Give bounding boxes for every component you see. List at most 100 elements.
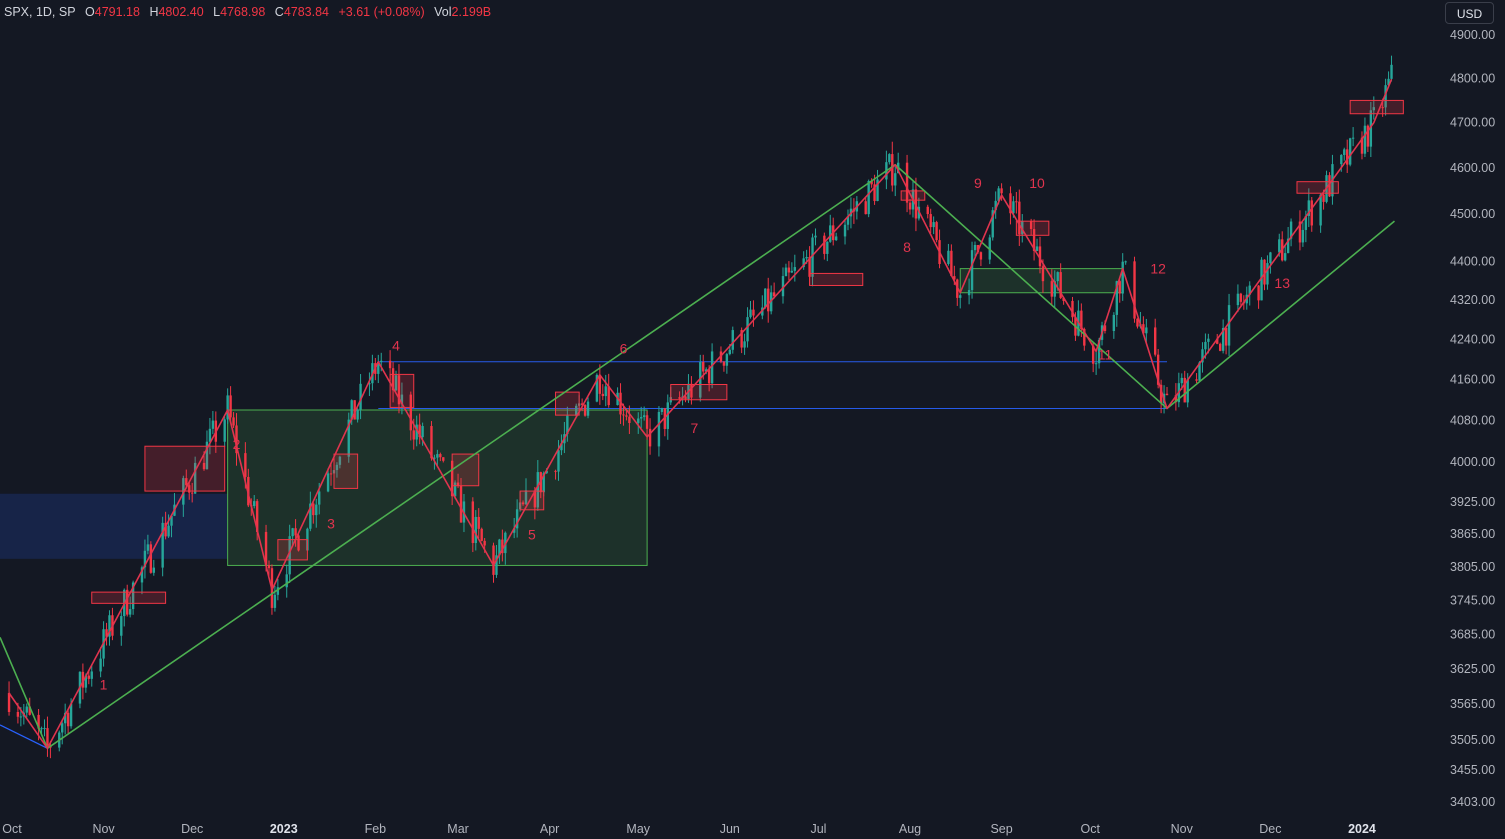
candle <box>586 397 590 419</box>
candle <box>1183 370 1186 403</box>
price-tick-label: 3925.00 <box>1450 495 1495 509</box>
candle-body <box>288 536 291 575</box>
candle <box>908 199 912 215</box>
candle-body <box>932 222 935 228</box>
candle <box>894 166 897 197</box>
candle-body <box>1012 201 1015 214</box>
candle <box>1094 351 1098 375</box>
wave-label-6: 6 <box>620 340 628 356</box>
price-tick-label: 4800.00 <box>1450 71 1495 85</box>
candle-body <box>1248 285 1251 295</box>
candle <box>1348 137 1352 167</box>
candle <box>1366 124 1370 153</box>
candle <box>126 584 129 617</box>
candle <box>1283 244 1287 262</box>
candle <box>991 207 994 241</box>
candle <box>1145 318 1148 343</box>
candle <box>480 527 483 542</box>
candle-body <box>1384 85 1387 108</box>
candle-body <box>273 594 277 608</box>
candle <box>397 364 401 414</box>
candle <box>492 542 495 583</box>
candle <box>959 293 962 309</box>
candle-body <box>1304 215 1308 230</box>
trend-line-0 <box>46 164 896 749</box>
candle <box>1201 342 1204 373</box>
candle-body <box>1142 324 1145 334</box>
candle-body <box>40 728 43 730</box>
time-tick-label: Jul <box>810 822 826 836</box>
candle-body <box>1328 175 1331 197</box>
candle-body <box>929 214 932 228</box>
candle-body <box>1050 281 1054 297</box>
candle-body <box>309 503 312 529</box>
candle-body <box>1221 327 1225 351</box>
candle-body <box>1009 193 1012 214</box>
time-tick-label: Aug <box>899 822 921 836</box>
candle-body <box>802 258 805 268</box>
candle-body <box>483 540 486 546</box>
time-tick-label: Oct <box>2 822 22 836</box>
candle-body <box>1115 281 1118 315</box>
change-value: +3.61 (+0.08%) <box>338 5 425 19</box>
time-tick-label: 2023 <box>270 822 298 836</box>
candle-body <box>190 492 194 494</box>
candle <box>99 647 102 678</box>
candle-body <box>433 457 436 459</box>
candle <box>793 254 797 282</box>
candle-body <box>521 502 525 505</box>
candle <box>453 480 457 499</box>
candle <box>583 404 587 417</box>
candle-body <box>746 317 749 342</box>
candle <box>575 403 578 417</box>
candle-body <box>87 675 91 679</box>
candle-body <box>1112 314 1116 332</box>
candle-body <box>1263 259 1266 285</box>
candle-body <box>391 368 395 391</box>
time-axis[interactable]: Oct Nov Dec 2023 Feb Mar Apr May Jun Jul Aug Sep Oct… <box>2 822 1376 836</box>
candle-body <box>1266 263 1269 285</box>
candle <box>764 288 767 309</box>
candle <box>566 406 569 442</box>
candle <box>1363 117 1367 158</box>
symbol-label[interactable]: SPX, 1D, SP <box>4 5 76 19</box>
candle-body <box>843 224 847 237</box>
candle <box>781 267 785 304</box>
candle <box>193 456 197 494</box>
candle-body <box>477 516 480 529</box>
supply-demand-box-2 <box>277 539 308 561</box>
candle-body <box>453 482 457 497</box>
zigzag-pivot-line <box>8 78 1393 750</box>
time-tick-label: Dec <box>181 822 203 836</box>
price-tick-label: 3805.00 <box>1450 560 1495 574</box>
candle <box>787 261 791 281</box>
zones-layer <box>0 268 1124 566</box>
candle-body <box>926 206 929 215</box>
candle <box>232 412 235 428</box>
candle-body <box>459 485 463 523</box>
candle-body <box>167 525 170 537</box>
candle-body <box>442 457 445 461</box>
candle-body <box>598 374 602 394</box>
candle <box>66 709 70 734</box>
candle <box>1195 373 1198 384</box>
candle-body <box>1124 261 1127 263</box>
candle-body <box>1310 200 1313 226</box>
currency-button[interactable]: USD <box>1445 2 1494 24</box>
candle-body <box>244 453 247 477</box>
candle-body <box>229 395 232 418</box>
candle <box>1165 386 1169 396</box>
wave-label-3: 3 <box>327 516 335 532</box>
candle-body <box>1269 252 1272 264</box>
candle <box>740 327 743 354</box>
candle <box>648 418 652 455</box>
time-tick-label: Nov <box>1171 822 1194 836</box>
candle-body <box>105 629 108 637</box>
candle-body <box>193 462 197 494</box>
candle-body <box>784 267 788 277</box>
candle-body <box>501 539 504 554</box>
price-axis[interactable]: 4900.00 4800.00 4700.00 4600.00 4500.00 4400.… <box>1450 28 1495 809</box>
candle-body <box>16 711 20 717</box>
